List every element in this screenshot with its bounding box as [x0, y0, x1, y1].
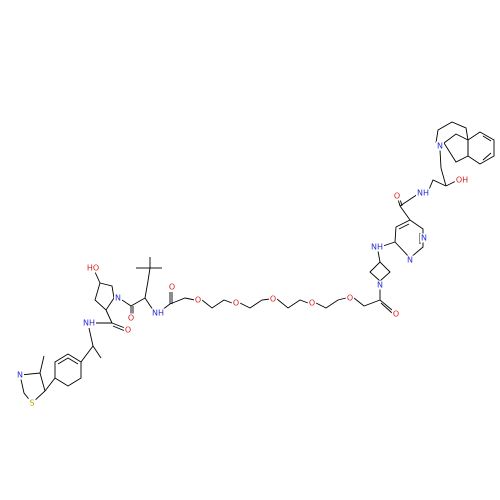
label-backdrop [392, 191, 402, 201]
atom-label: O [169, 283, 175, 292]
bonds [19, 121, 495, 404]
label-backdrop [406, 255, 415, 265]
label-backdrop [420, 233, 429, 243]
label-backdrop [114, 293, 123, 303]
label-backdrop [376, 280, 385, 290]
atom-label: O [195, 296, 201, 305]
label-backdrop [370, 242, 384, 252]
label-backdrop [416, 188, 430, 198]
label-backdrop [82, 318, 96, 328]
atom-label: N [115, 294, 121, 303]
atom-label: NH [371, 243, 383, 252]
label-backdrop [391, 309, 401, 319]
label-backdrop [126, 313, 136, 323]
atom-label: HO [87, 264, 99, 273]
atom-label: O [309, 299, 315, 308]
label-backdrop [193, 295, 203, 305]
atom-label: OH [456, 176, 468, 185]
label-backdrop [28, 398, 36, 408]
label-backdrop [85, 263, 101, 273]
atom-label: N [407, 256, 413, 265]
atom-label: O [270, 295, 276, 304]
atom-label: S [29, 399, 34, 408]
label-backdrop [436, 141, 445, 151]
atom-label: N [421, 234, 427, 243]
atom-label: N [17, 371, 23, 380]
atom-label: N [437, 142, 443, 151]
label-backdrop [151, 308, 165, 318]
label-backdrop [307, 298, 317, 308]
atom-label: O [394, 192, 400, 201]
label-backdrop [167, 282, 177, 292]
atom-labels: HO N O NH O O O O O O O N NH N N O NH OH… [16, 141, 470, 408]
atom-label: O [125, 326, 131, 335]
label-backdrop [231, 298, 241, 308]
atom-label: NH [417, 189, 429, 198]
atom-label: NH [152, 309, 164, 318]
label-backdrop [123, 325, 133, 335]
atom-label: N [377, 281, 383, 290]
atom-label: O [128, 314, 134, 323]
atom-label: O [393, 310, 399, 319]
label-backdrop [268, 294, 278, 304]
label-backdrop [454, 175, 470, 185]
atom-label: NH [83, 319, 95, 328]
label-backdrop [16, 370, 25, 380]
label-backdrop [345, 293, 355, 303]
atom-label: O [233, 299, 239, 308]
atom-label: O [347, 294, 353, 303]
